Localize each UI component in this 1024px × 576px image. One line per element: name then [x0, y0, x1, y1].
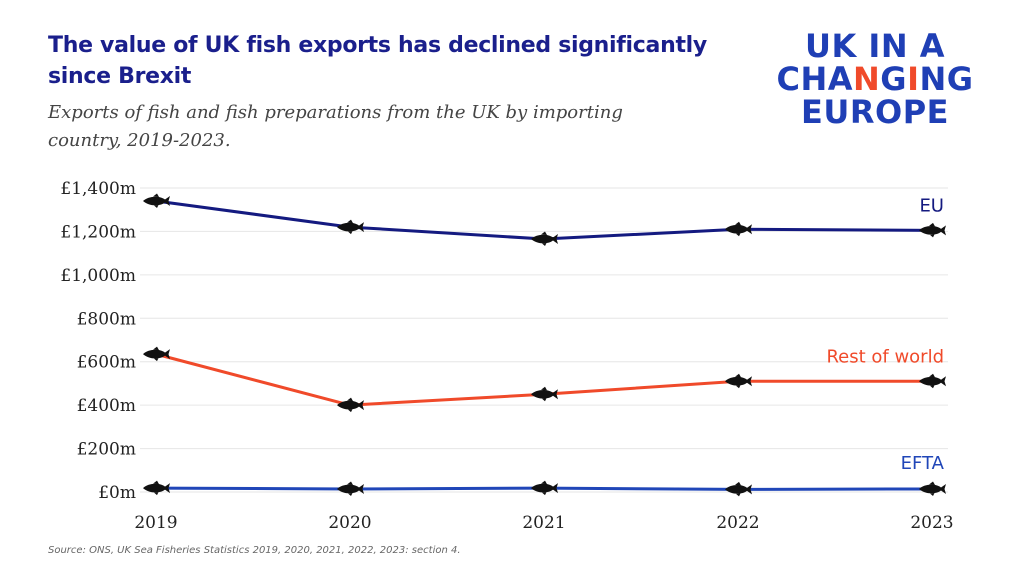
- y-tick-label: £1,400m: [60, 179, 136, 199]
- gridlines: [140, 187, 948, 493]
- fish-marker: [919, 373, 946, 389]
- y-tick-label: £1,000m: [60, 266, 136, 286]
- logo-line-2-part-g: G: [880, 60, 908, 98]
- series-label: EU: [919, 195, 944, 216]
- y-tick-label: £0m: [98, 483, 136, 503]
- series-label: EFTA: [901, 453, 945, 474]
- x-tick-label: 2022: [716, 513, 759, 533]
- logo-line-2-part-ng: NG: [919, 60, 974, 98]
- series-labels: EU Rest of world EFTA: [826, 195, 944, 474]
- fish-markers: [143, 193, 946, 497]
- y-tick-label: £600m: [77, 353, 136, 373]
- fish-marker: [337, 397, 364, 413]
- fish-marker: [143, 480, 170, 496]
- x-tick-label: 2021: [522, 513, 565, 533]
- fish-marker: [919, 481, 946, 496]
- y-tick-label: £1,200m: [60, 222, 136, 242]
- y-axis-tick-labels: £0m £200m £400m £600m £800m £1,000m £1,200m £1,…: [60, 179, 136, 503]
- series-label: Rest of world: [826, 346, 944, 367]
- fish-marker: [531, 480, 558, 496]
- logo-line-2-accent-i: I: [907, 60, 920, 98]
- x-tick-label: 2019: [134, 513, 177, 533]
- logo-line-2-accent-n: N: [853, 60, 881, 98]
- source-note: Source: ONS, UK Sea Fisheries Statistics…: [48, 545, 461, 556]
- chart-title: The value of UK fish exports has decline…: [48, 33, 707, 89]
- logo-line-2: CHANGING: [760, 63, 990, 96]
- logo-line-1: UK IN A: [804, 27, 945, 65]
- fish-marker: [725, 373, 752, 389]
- fish-marker: [725, 221, 752, 237]
- fish-marker: [531, 386, 558, 402]
- fish-marker: [725, 481, 752, 497]
- fish-marker: [337, 481, 364, 496]
- x-tick-label: 2020: [328, 513, 371, 533]
- y-tick-label: £200m: [77, 440, 136, 460]
- fish-marker: [143, 193, 170, 209]
- x-axis-tick-labels: 2019 2020 2021 2022 2023: [134, 513, 953, 533]
- logo-line-3: EUROPE: [801, 93, 949, 131]
- fish-marker: [919, 222, 946, 238]
- fish-marker: [531, 231, 558, 247]
- y-tick-label: £400m: [77, 396, 136, 416]
- logo-line-2-part-a: CHA: [776, 60, 854, 98]
- fish-marker: [143, 346, 170, 362]
- x-tick-label: 2023: [910, 513, 953, 533]
- y-tick-label: £800m: [77, 309, 136, 329]
- uk-in-a-changing-europe-logo: UK IN A CHANGING EUROPE: [760, 30, 990, 129]
- chart-subtitle: Exports of fish and fish preparations fr…: [48, 102, 623, 151]
